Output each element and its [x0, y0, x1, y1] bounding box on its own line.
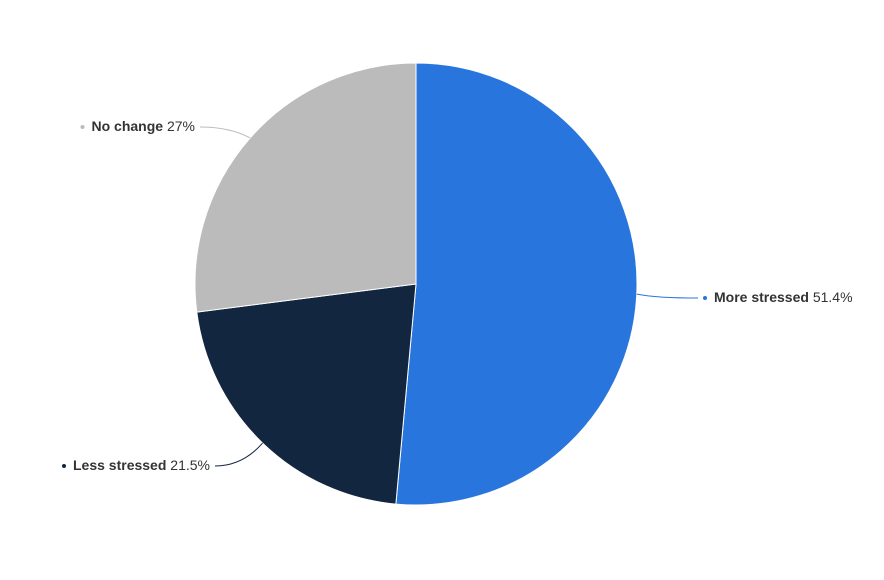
label-value: 27%: [167, 118, 195, 134]
pie-slice: [194, 62, 417, 313]
label-name: No change: [92, 118, 164, 134]
connector: [214, 442, 263, 467]
label-dot: [62, 464, 66, 468]
data-label: More stressed 51.4%: [714, 289, 853, 305]
label-dot: [80, 125, 85, 129]
data-label: No change 27%: [92, 118, 196, 134]
label-value: 51.4%: [813, 289, 853, 305]
label-name: Less stressed: [73, 457, 166, 473]
data-label: Less stressed 21.5%: [73, 457, 210, 473]
pie-slice: [196, 283, 417, 505]
connector: [636, 293, 699, 299]
connector: [199, 126, 251, 139]
label-name: More stressed: [714, 289, 809, 305]
label-dot: [703, 296, 707, 300]
pie-slice: [395, 62, 638, 506]
label-value: 21.5%: [170, 457, 210, 473]
